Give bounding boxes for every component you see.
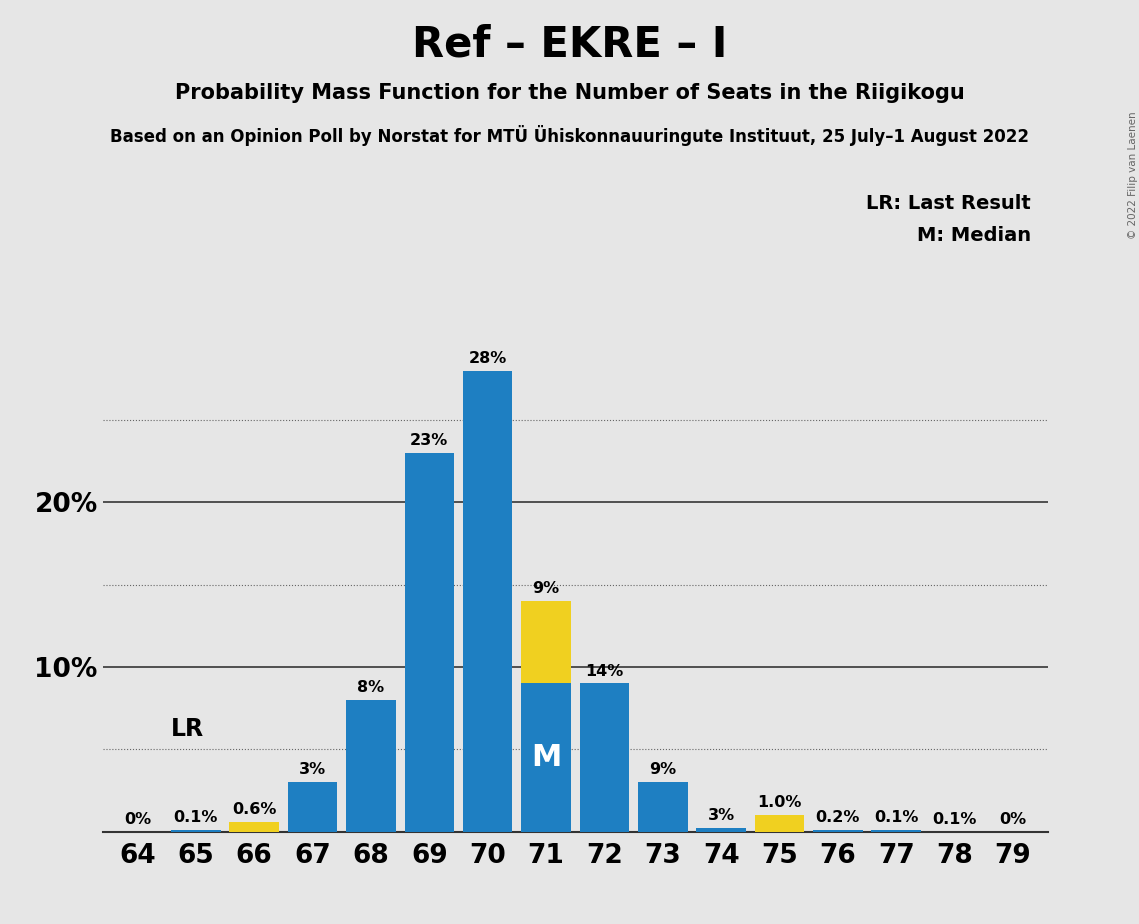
Bar xyxy=(755,815,804,832)
Text: 14%: 14% xyxy=(585,663,623,678)
Bar xyxy=(462,371,513,832)
Text: M: Median: M: Median xyxy=(917,226,1031,246)
Text: LR: LR xyxy=(171,717,204,741)
Text: 0.2%: 0.2% xyxy=(816,810,860,825)
Text: M: M xyxy=(531,743,562,772)
Bar xyxy=(404,453,454,832)
Text: 3%: 3% xyxy=(707,808,735,823)
Bar xyxy=(813,830,862,832)
Text: 0.1%: 0.1% xyxy=(173,810,218,825)
Text: 8%: 8% xyxy=(358,680,385,695)
Text: © 2022 Filip van Laenen: © 2022 Filip van Laenen xyxy=(1129,111,1138,238)
Text: 1.0%: 1.0% xyxy=(757,796,802,810)
Bar xyxy=(638,783,688,832)
Bar xyxy=(346,700,395,832)
Text: 0%: 0% xyxy=(999,812,1026,828)
Text: 0%: 0% xyxy=(124,812,151,828)
Text: 9%: 9% xyxy=(532,581,559,596)
Bar xyxy=(288,783,337,832)
Text: 3%: 3% xyxy=(300,762,326,777)
Text: Probability Mass Function for the Number of Seats in the Riigikogu: Probability Mass Function for the Number… xyxy=(174,83,965,103)
Text: Ref – EKRE – I: Ref – EKRE – I xyxy=(412,23,727,65)
Text: 0.6%: 0.6% xyxy=(232,802,277,817)
Text: 0.1%: 0.1% xyxy=(933,812,977,828)
Bar xyxy=(171,830,221,832)
Bar xyxy=(871,830,921,832)
Bar xyxy=(522,602,571,832)
Text: 23%: 23% xyxy=(410,433,449,448)
Bar xyxy=(229,821,279,832)
Bar xyxy=(580,684,629,832)
Bar xyxy=(696,828,746,832)
Text: 28%: 28% xyxy=(468,351,507,366)
Text: 9%: 9% xyxy=(649,762,677,777)
Bar xyxy=(404,650,454,832)
Text: 0.1%: 0.1% xyxy=(874,810,918,825)
Text: LR: Last Result: LR: Last Result xyxy=(866,194,1031,213)
Bar xyxy=(522,684,571,832)
Text: Based on an Opinion Poll by Norstat for MTÜ Ühiskonnauuringute Instituut, 25 Jul: Based on an Opinion Poll by Norstat for … xyxy=(110,125,1029,146)
